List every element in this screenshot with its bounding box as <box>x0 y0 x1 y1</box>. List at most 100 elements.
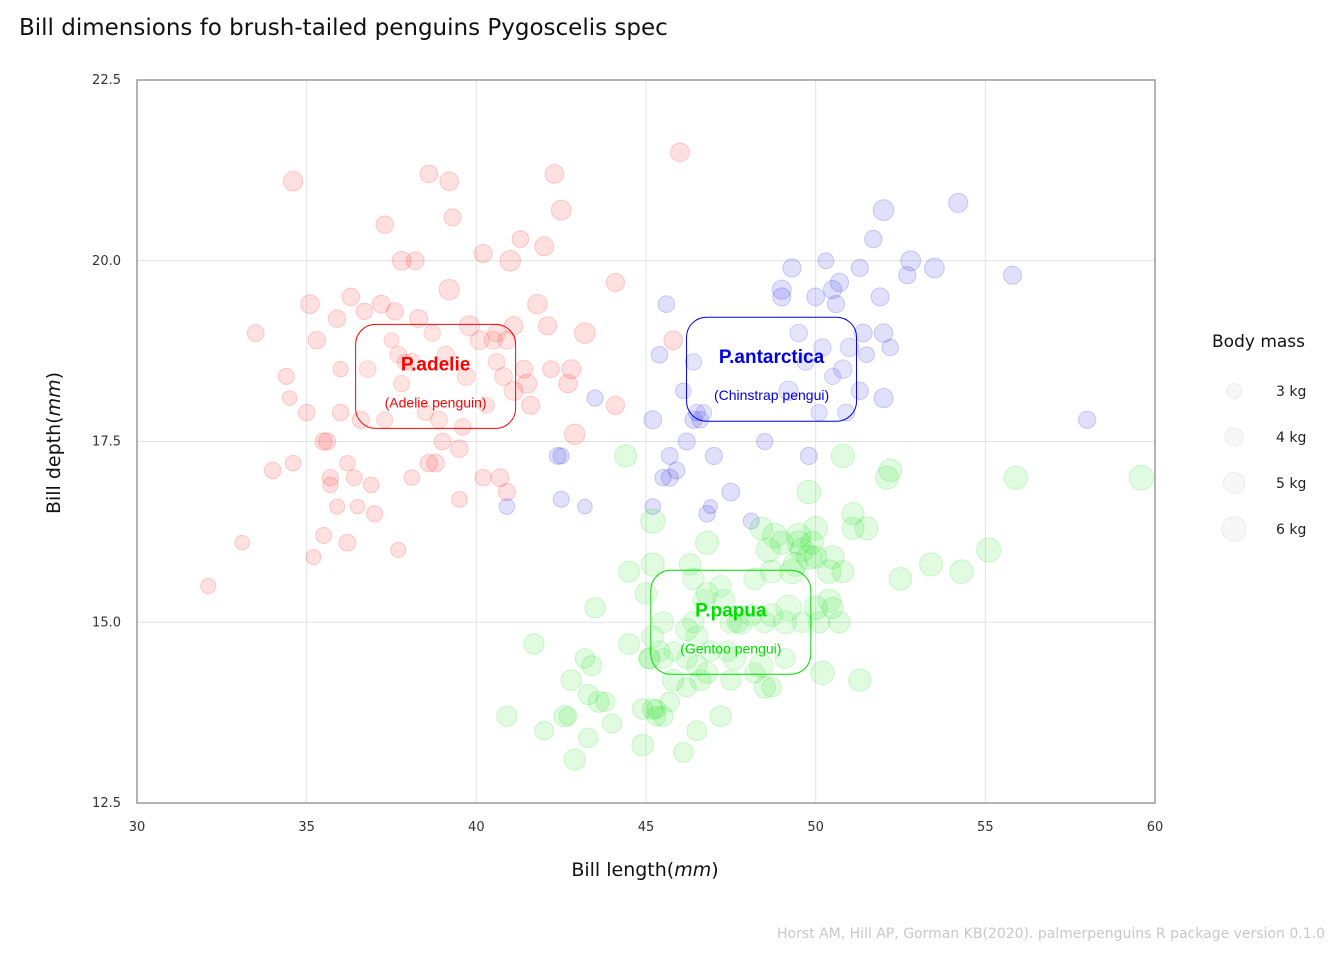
gentoo-point <box>663 641 684 662</box>
gentoo-point <box>709 705 732 728</box>
adelie-point <box>605 272 626 293</box>
gentoo-point <box>749 653 774 678</box>
adelie-point <box>390 541 407 559</box>
gentoo-point <box>560 669 583 691</box>
adelie-point <box>670 142 690 163</box>
gentoo-point <box>744 662 766 684</box>
adelie-point <box>305 549 322 566</box>
legend-size-label: 6 kg <box>1276 522 1306 538</box>
chinstrap-point <box>721 482 741 502</box>
gentoo-point <box>618 633 640 655</box>
adelie-point <box>365 505 384 523</box>
adelie-point <box>405 251 425 271</box>
adelie-point <box>385 302 405 321</box>
gentoo-point <box>775 594 802 622</box>
adelie-point <box>473 243 493 264</box>
y-tick-label: 22.5 <box>92 73 121 88</box>
tick-labels: 30 35 40 45 50 55 60 12.5 15.0 17.5 20.0 22.5 <box>92 73 1163 835</box>
adelie-point <box>355 302 374 321</box>
chinstrap-point <box>824 367 842 386</box>
gentoo-point <box>712 588 736 613</box>
chinstrap-point <box>810 403 828 422</box>
adelie-point <box>281 390 298 406</box>
gentoo-point <box>577 684 599 706</box>
adelie-point <box>402 352 421 372</box>
chinstrap-point <box>684 353 703 371</box>
x-tick-label: 50 <box>807 820 824 835</box>
chinstrap-point <box>684 410 703 429</box>
adelie-point <box>349 498 366 515</box>
legend-size-marker <box>1221 516 1247 542</box>
annotation-box <box>650 569 812 675</box>
gentoo-point <box>820 545 845 570</box>
gentoo-point <box>689 669 712 692</box>
gentoo-point <box>720 669 742 691</box>
adelie-point <box>499 250 522 272</box>
y-tick-label: 15.0 <box>92 615 121 630</box>
adelie-point <box>314 432 333 451</box>
adelie-point <box>605 395 626 415</box>
chinstrap-point <box>817 252 835 270</box>
chinstrap-point <box>498 498 516 515</box>
adelie-point <box>663 330 683 351</box>
legend-size-marker <box>1222 471 1246 495</box>
chart-title: Bill dimensions fo brush-tailed penguins… <box>19 15 668 41</box>
chinstrap-point <box>552 490 570 508</box>
adelie-point <box>503 380 524 401</box>
adelie-point <box>456 367 476 386</box>
gentoo-point <box>558 706 578 726</box>
plot-frame <box>136 79 1156 804</box>
gentoo-point <box>874 465 899 490</box>
gentoo-point <box>692 589 716 613</box>
chinstrap-point <box>873 388 894 409</box>
gentoo-point <box>769 530 794 555</box>
chinstrap-point <box>829 272 850 293</box>
chinstrap-point <box>698 505 716 523</box>
gentoo-point <box>722 646 747 671</box>
data-points <box>200 142 1155 771</box>
adelie-point <box>277 367 295 385</box>
adelie-point <box>436 345 455 364</box>
adelie-point <box>391 250 412 271</box>
gentoo-point <box>652 647 674 669</box>
legend-size-label: 4 kg <box>1276 430 1306 446</box>
chinstrap-point <box>742 512 760 530</box>
chinstrap-point <box>858 346 875 364</box>
adelie-point <box>358 360 377 378</box>
adelie-point <box>478 396 495 414</box>
adelie-point <box>439 171 460 192</box>
gentoo-point <box>753 611 776 634</box>
gentoo-point <box>796 479 822 505</box>
gentoo-point <box>646 699 667 719</box>
adelie-point <box>497 330 517 350</box>
gentoo-point <box>695 530 720 555</box>
gentoo-point <box>803 545 828 569</box>
gentoo-point <box>659 691 680 713</box>
chinstrap-point <box>643 410 663 430</box>
adelie-point <box>511 230 530 248</box>
chinstrap-point <box>657 295 676 313</box>
x-axis-label: Bill length(mm) <box>571 859 718 881</box>
y-axis-label: Bill depth(mm) <box>43 372 65 514</box>
gentoo-point <box>651 611 675 634</box>
gentoo-point <box>773 610 798 635</box>
legend-size-marker <box>1226 383 1242 399</box>
adelie-point <box>453 418 472 436</box>
gentoo-point <box>675 647 698 670</box>
adelie-point <box>433 432 452 451</box>
gentoo-point <box>1128 464 1155 491</box>
gentoo-point <box>828 610 851 634</box>
y-tick-label: 12.5 <box>92 796 121 811</box>
gentoo-point <box>672 742 694 763</box>
gentoo-point <box>638 647 660 669</box>
adelie-point <box>487 353 506 371</box>
gentoo-point <box>810 660 835 686</box>
gentoo-point <box>976 537 1002 563</box>
chinstrap-point <box>702 499 718 515</box>
adelie-point <box>200 578 217 595</box>
chinstrap-point <box>667 461 686 480</box>
chinstrap-point <box>837 403 856 422</box>
annotation-species-name: P.adelie <box>401 354 470 375</box>
adelie-point <box>419 454 439 473</box>
